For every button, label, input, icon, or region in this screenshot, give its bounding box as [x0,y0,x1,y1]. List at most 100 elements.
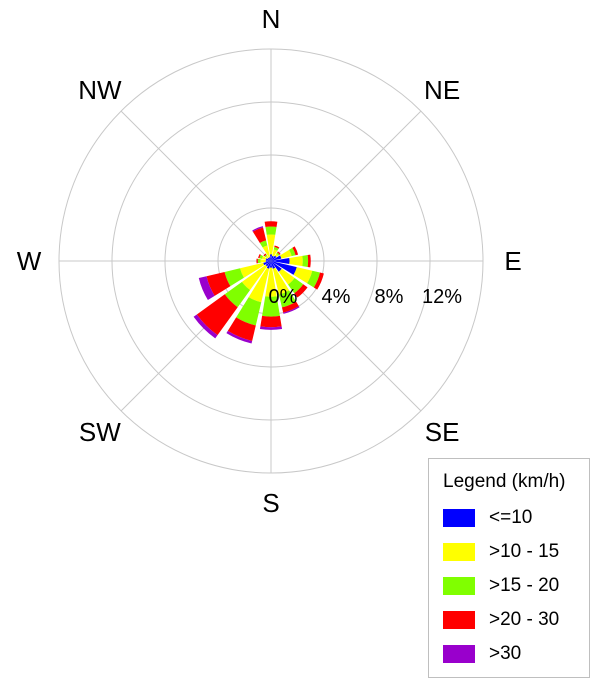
wedge-ene [271,255,282,261]
radial-tick-label: 4% [322,286,351,308]
wedge-ese [271,261,297,275]
legend-label: >15 - 20 [489,575,560,596]
wedge-sw [196,294,238,336]
wedge-sw [193,314,218,339]
legend-label: <=10 [489,507,533,528]
wedge-ene [292,246,299,256]
radial-tick-labels: 0% 4% 8% 12% [269,286,463,308]
compass-label-sw: SW [79,417,121,447]
compass-label-se: SE [425,417,460,447]
wedge-nw [263,253,267,257]
wedge-sse [283,306,300,314]
wedge-wsw [224,268,244,287]
wedge-s [259,326,283,330]
wedge-sw [241,264,268,291]
wedge-ne [277,251,281,255]
wedge-wsw [206,271,231,296]
wedge-e [302,255,309,267]
legend-label: >10 - 15 [489,541,560,562]
legend-label: >30 [489,643,522,664]
radial-tick-label: 12% [422,286,462,308]
wedge-sw [224,281,251,308]
wedge-n [266,234,276,255]
legend-swatch [443,509,475,527]
legend-label: >20 - 30 [489,609,560,630]
wedge-se [294,284,308,298]
wedge-s [265,267,277,297]
legend-item-15-20: >15 - 20 [443,575,559,597]
legend-item-gt30: >30 [443,643,521,665]
wedge-w [265,260,271,262]
wedge-e [271,258,290,264]
wedge-nnw [252,227,267,243]
wedge-se [288,278,304,294]
wedge-ene [280,249,292,259]
wedge-s [262,296,280,317]
compass-label-s: S [262,488,279,518]
wedge-nne [274,245,280,249]
compass-label-ne: NE [424,75,460,105]
wedge-nnw [262,245,271,258]
wedge-nne [271,255,274,261]
compass-label-n: N [262,4,281,34]
wedge-w [256,258,258,264]
grid-spoke [120,110,272,262]
wedge-nnw [259,240,268,248]
wedge-ene [289,247,296,257]
wedge-ssw [227,317,256,341]
legend-swatch [443,577,475,595]
compass-labels: N NE E SE S SW W NW [17,4,522,518]
wedge-wsw [263,261,271,266]
wedge-se [278,268,295,285]
grid-spoke [270,110,422,262]
wedge-s [269,261,273,268]
wind-sectors [193,221,324,344]
compass-label-w: W [17,246,42,276]
wedge-wsw [240,262,265,278]
wedge-nw [265,255,269,259]
legend: Legend (km/h) <=10 >10 - 15 >15 - 20 >20… [428,458,590,678]
wedge-sse [271,261,276,269]
wedge-ese [307,270,321,288]
legend-item-10-15: >10 - 15 [443,541,559,563]
wedge-n [265,226,277,235]
wedge-sw [265,261,271,267]
wedge-se [271,261,282,272]
wedge-wnw [258,254,261,259]
wedge-ese [293,267,313,284]
wedge-nnw [268,257,271,261]
legend-swatch [443,543,475,561]
wedge-ne [274,253,279,258]
legend-swatch [443,611,475,629]
wedge-wnw [261,256,267,260]
legend-item-le10: <=10 [443,507,532,529]
wedge-nne [272,249,278,257]
wedge-wnw [259,254,264,259]
wedge-sse [272,267,290,295]
wedge-nnw [252,226,264,232]
wedge-w [260,259,266,263]
wedge-e [307,254,311,268]
wedge-s [260,315,282,328]
wedge-ssw [248,267,270,303]
wedge-wsw [198,276,215,301]
wedge-n [264,221,278,227]
legend-swatch [443,645,475,663]
wedge-nw [267,257,271,261]
legend-title: Legend (km/h) [443,471,566,492]
wedge-nne [273,246,279,251]
wedge-ne [271,255,277,261]
wedge-n [269,254,273,261]
radial-tick-label: 0% [269,286,298,308]
wedge-ssw [266,261,271,269]
wedge-sse [281,301,299,313]
wedge-w [257,258,261,264]
wedge-ese [313,272,324,290]
wedge-wnw [265,258,271,261]
wedge-ne [276,252,280,256]
wedge-sse [278,290,297,308]
compass-label-e: E [504,246,521,276]
compass-label-nw: NW [78,75,122,105]
wedge-ssw [226,330,253,344]
